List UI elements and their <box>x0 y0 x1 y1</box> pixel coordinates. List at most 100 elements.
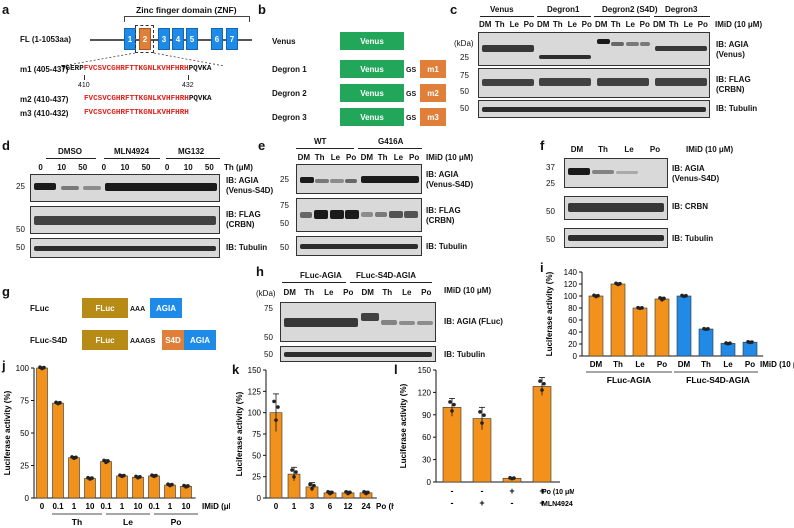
fl-backbone <box>90 39 252 41</box>
m2-label: m2 (410-437) <box>20 95 69 104</box>
m3-sequence: FVCSVCGHRFTTKGNLKVHFHRH <box>84 109 189 117</box>
chart-j-dot-1-2 <box>58 400 62 405</box>
g-fluc-label: FLuc <box>30 304 50 313</box>
e-lane-1: Th <box>314 153 325 162</box>
chart-j-dot-2-2 <box>74 455 78 460</box>
chart-j-xtick-label-9: 10 <box>182 502 191 511</box>
chart-i-xtick-label-0: DM <box>590 360 603 369</box>
chart-i-xtick-label-6: Le <box>723 360 733 369</box>
chart-l-ytick-label-4: 120 <box>418 388 432 397</box>
h-lane-2: Le <box>324 288 334 297</box>
g-agia-box-2: AGIA <box>184 330 216 350</box>
chart-i-ytick-label-3: 60 <box>568 316 577 325</box>
c-lane-14: Le <box>683 20 693 29</box>
chart-i-ytick-label-6: 120 <box>564 280 578 289</box>
finger-6: 6 <box>211 28 223 50</box>
chart-k-dot-0-0 <box>272 399 276 404</box>
chart-k: 0 25 50 75 100 125 150 Luciferase activity (%) 0… <box>235 366 394 511</box>
chart-l-sign-0-3: + <box>539 486 544 496</box>
chart-i-dot-3-2 <box>662 296 666 301</box>
chart-i-xtick-label-2: Le <box>635 360 645 369</box>
chart-l-ytick-label-2: 60 <box>422 433 431 442</box>
d-ib-agia: IB: AGIA (Venus-S4D) <box>226 176 274 195</box>
chart-j-ytick-label-0: 0 <box>25 494 30 503</box>
chart-j-dot-3-2 <box>90 476 94 480</box>
m1-label: m1 (405-437) <box>20 65 69 74</box>
c-group-0: Venus <box>490 5 514 14</box>
construct-venus-label: Venus <box>272 37 296 46</box>
panel-label-d: d <box>2 138 10 153</box>
e-ib-flag: IB: FLAG (CRBN) <box>426 206 461 225</box>
chart-j-xtick-label-1: 0.1 <box>52 502 64 511</box>
chart-i-xtick-label-5: Th <box>701 360 711 369</box>
chart-k-ytick-label-1: 25 <box>252 473 261 482</box>
finger-3: 3 <box>158 28 170 50</box>
f-blot-tubulin <box>564 228 668 248</box>
c-mw-75: 75 <box>460 71 469 80</box>
chart-i-dot-4-2 <box>684 293 688 298</box>
chart-k-dot-3-2 <box>330 490 334 495</box>
chart-k-xtick-label-1: 1 <box>292 502 297 511</box>
degron1-tag: m1 <box>420 60 446 78</box>
c-lane-1: Th <box>494 20 505 29</box>
f-lane-0: DM <box>570 145 584 154</box>
chart-j-bar-6 <box>132 476 144 499</box>
h-lane-0: DM <box>283 288 296 297</box>
chart-l-ytick-label-3: 90 <box>422 411 431 420</box>
chart-k-xtick-label-2: 3 <box>310 502 315 511</box>
chart-l-ylabel: Luciferase activity (%) <box>399 383 408 468</box>
chart-l-dot-2-2 <box>512 476 516 480</box>
e-lane-2: Le <box>330 153 341 162</box>
construct-degron3-label: Degron 3 <box>272 113 307 122</box>
e-lane-7: Po <box>409 153 420 162</box>
finger-5: 5 <box>186 28 198 50</box>
chart-l-cond-0: Po (10 μM) <box>542 489 574 496</box>
chart-j-bar-1 <box>52 402 64 499</box>
c-lane-12: DM <box>653 20 666 29</box>
chart-k-xnote: Po (h) <box>376 502 394 511</box>
chart-k-ytick-label-4: 100 <box>248 409 262 418</box>
chart-l-dot-1-2 <box>482 413 486 417</box>
chart-j-ytick-label-1: 25 <box>20 462 29 471</box>
c-group-3: Degron3 <box>665 5 698 14</box>
m1-sequence: TGERPFVCSVCGHRFTTKGNLKVHFHRHPQVKA <box>61 65 212 74</box>
chart-j-ytick-label-2: 50 <box>20 429 29 438</box>
chart-k-xtick-label-3: 6 <box>328 502 333 511</box>
d-blot-tubulin <box>30 238 220 258</box>
m1-post: PQVKA <box>188 65 212 73</box>
chart-k-ytick-label-2: 50 <box>252 451 261 460</box>
e-mw-25: 25 <box>280 175 289 184</box>
chart-k-dot-1-2 <box>294 470 298 474</box>
chart-j-xtick-label-3: 10 <box>86 502 95 511</box>
d-ib-tubulin: IB: Tubulin <box>226 243 268 252</box>
f-lane-2: Le <box>624 145 634 154</box>
chart-l-dot-3-1 <box>540 388 544 392</box>
c-lane-0: DM <box>479 20 492 29</box>
chart-l-cond-1: MLN4924 <box>542 501 573 508</box>
e-ib-agia: IB: AGIA (Venus-S4D) <box>426 170 474 189</box>
h-group-1: FLuc-S4D-AGIA <box>356 271 416 280</box>
d-group-1: MLN4924 <box>114 147 150 156</box>
chart-k-xtick-label-5: 24 <box>362 502 371 511</box>
c-lane-13: Th <box>668 20 679 29</box>
c-ib-flag: IB: FLAG (CRBN) <box>716 75 751 94</box>
chart-j-dot-8-2 <box>170 482 174 487</box>
degron2-venus-box: Venus <box>340 84 404 102</box>
d-lane-2: 50 <box>78 163 88 172</box>
panel-label-i: i <box>540 260 544 275</box>
chart-i-xtick-label-3: Po <box>657 360 667 369</box>
f-lane-1: Th <box>598 145 608 154</box>
chart-i-dot-0-2 <box>596 293 600 298</box>
tick-410 <box>84 75 85 80</box>
d-mw-50b: 50 <box>16 243 25 252</box>
chart-j-bar-7 <box>148 475 160 499</box>
chart-j-xnote: IMiD (μM) <box>202 502 230 511</box>
chart-l-sign-1-0: - <box>451 498 454 508</box>
znf-bracket <box>124 16 250 17</box>
g-flucs4d-label: FLuc-S4D <box>30 336 68 345</box>
h-lane-3: Po <box>343 288 354 297</box>
finger-2-highlight <box>135 25 154 53</box>
chart-k-ylabel: Luciferase activity (%) <box>235 391 244 476</box>
panel-label-j: j <box>2 358 6 373</box>
m1-pre: TGERP <box>61 65 84 73</box>
